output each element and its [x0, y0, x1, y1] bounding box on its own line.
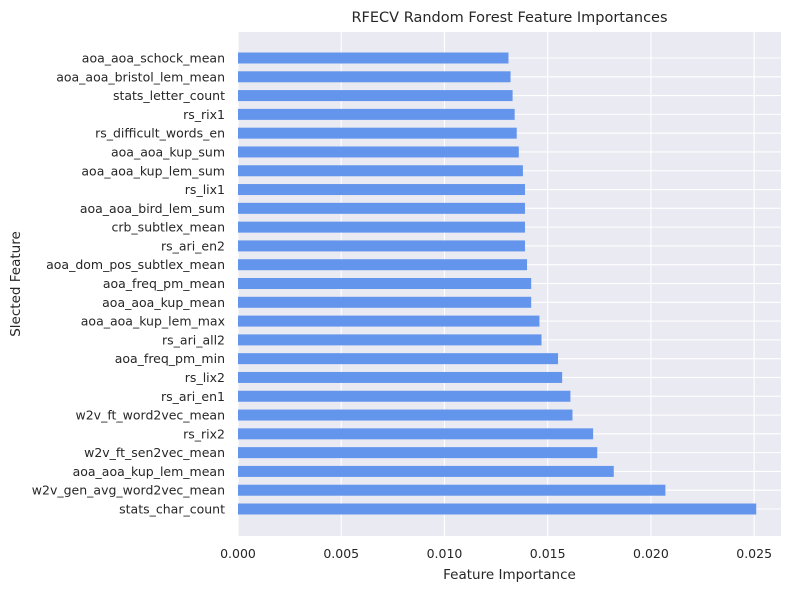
bar [238, 503, 757, 515]
y-tick-label: rs_lix1 [185, 182, 225, 197]
y-tick-label: aoa_freq_pm_min [115, 351, 225, 366]
x-tick-labels: 0.000 0.005 0.010 0.015 0.020 0.025 [220, 546, 772, 561]
y-tick-label: aoa_freq_pm_mean [103, 276, 225, 291]
bars [238, 52, 757, 515]
bar [238, 353, 559, 365]
bar [238, 390, 571, 402]
y-tick-labels: stats_char_count w2v_gen_avg_word2vec_mea… [32, 51, 225, 517]
y-tick-label: stats_letter_count [113, 88, 225, 103]
y-tick-label: aoa_dom_pos_subtlex_mean [46, 257, 225, 272]
bar [238, 221, 525, 233]
x-tick-label: 0.000 [220, 546, 256, 561]
bar [238, 447, 598, 459]
bar [238, 409, 573, 421]
y-tick-label: aoa_aoa_kup_lem_max [81, 314, 225, 329]
x-tick-label: 0.025 [736, 546, 772, 561]
y-tick-label: rs_difficult_words_en [95, 126, 225, 141]
chart-title: RFECV Random Forest Feature Importances [351, 10, 667, 26]
bar [238, 428, 594, 440]
y-tick-label: aoa_aoa_kup_lem_mean [73, 464, 225, 479]
y-tick-label: rs_ari_en2 [161, 238, 225, 253]
x-axis-label: Feature Importance [443, 567, 576, 583]
bar [238, 184, 525, 196]
bar [238, 371, 563, 383]
y-tick-label: aoa_aoa_schock_mean [82, 51, 225, 66]
y-tick-label: w2v_ft_sen2vec_mean [84, 445, 225, 460]
bar [238, 465, 614, 477]
bar [238, 146, 519, 158]
y-tick-label: aoa_aoa_kup_sum [111, 144, 225, 159]
y-tick-label: stats_char_count [119, 502, 225, 517]
y-tick-label: aoa_aoa_bird_lem_sum [80, 201, 225, 216]
y-tick-label: crb_subtlex_mean [111, 220, 225, 235]
x-tick-label: 0.005 [323, 546, 359, 561]
bar [238, 296, 532, 308]
bar [238, 165, 523, 177]
x-tick-label: 0.015 [530, 546, 566, 561]
bar [238, 334, 542, 346]
y-tick-label: rs_lix2 [185, 370, 225, 385]
y-axis-label: Slected Feature [8, 231, 24, 337]
bar [238, 259, 528, 271]
bar [238, 52, 509, 64]
bar [238, 127, 517, 139]
bar [238, 90, 513, 102]
bar [238, 484, 666, 496]
y-tick-label: aoa_aoa_kup_lem_sum [81, 163, 225, 178]
bar [238, 202, 525, 214]
bar [238, 278, 532, 289]
x-tick-label: 0.020 [633, 546, 669, 561]
y-tick-label: w2v_gen_avg_word2vec_mean [32, 483, 225, 498]
y-tick-label: rs_rix1 [183, 107, 225, 122]
bar [238, 240, 525, 252]
y-tick-label: rs_ari_en1 [161, 389, 225, 404]
bar [238, 108, 515, 120]
y-tick-label: rs_ari_all2 [162, 332, 225, 347]
y-tick-label: aoa_aoa_kup_mean [102, 295, 225, 310]
bar [238, 71, 511, 83]
y-tick-label: w2v_ft_word2vec_mean [76, 408, 226, 423]
x-tick-label: 0.010 [427, 546, 463, 561]
y-tick-label: rs_rix2 [183, 426, 225, 441]
y-tick-label: aoa_aoa_bristol_lem_mean [56, 69, 225, 84]
bar [238, 315, 540, 327]
